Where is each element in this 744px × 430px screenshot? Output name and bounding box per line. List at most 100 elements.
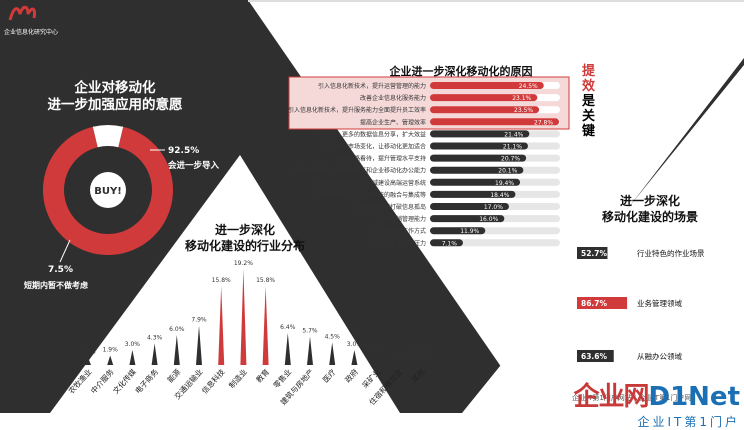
buy-badge-text: BUY! (94, 186, 122, 197)
reasons-side-title: 提效是关键 (582, 64, 602, 139)
industry-value: 4.3% (147, 335, 163, 342)
reason-value: 17.0% (484, 204, 503, 211)
industry-title: 进一步深化 移动化建设的行业分布 (170, 222, 320, 254)
industry-value: 1.5% (80, 349, 96, 356)
scene-title-line1: 进一步深化 (619, 194, 680, 208)
donut-chart: BUY! (43, 125, 174, 263)
donut-minor-label: 短期内暂不做考虑 (24, 281, 88, 290)
industry-value: 3.0% (125, 341, 141, 348)
reason-bar (430, 227, 486, 235)
logo-text: 企业信息化研究中心 (4, 29, 59, 36)
industry-value: 5.7% (302, 328, 318, 335)
scene-label: 行业特色的作业场景 (637, 248, 705, 258)
reason-value: 21.4% (504, 131, 523, 138)
buy-badge (90, 172, 126, 208)
reason-bar (430, 215, 505, 223)
industry-bar (373, 355, 380, 365)
watermark: 企业网D1Net 企业IT第1门户 (573, 376, 740, 430)
reason-value: 19.4% (495, 180, 514, 187)
reason-bar (430, 106, 540, 114)
industry-value: 19.2% (234, 260, 253, 267)
industry-value: 15.8% (212, 277, 231, 284)
industry-bar (329, 342, 336, 365)
scene-bar (577, 247, 608, 259)
industry-bar (196, 325, 202, 365)
side-title-rest2: 关键 (582, 109, 596, 139)
industry-bar (151, 343, 158, 365)
reason-bar (430, 94, 538, 102)
scene-value: 86.7% (581, 299, 608, 308)
side-title-rest1: 是 (582, 94, 596, 109)
industry-value: 6.0% (169, 326, 185, 333)
scene-chart: 52.7% 行业特色的作业场景 86.7% 业务管理领域 63.6% 从融办公领域 (577, 247, 705, 362)
industry-bar (107, 355, 114, 365)
reason-label: 改善企业信息化服务能力 (360, 94, 426, 102)
white-triangle-bottom-right (462, 65, 744, 413)
industry-title-line1: 进一步深化 (214, 223, 275, 237)
industry-value: 15.8% (256, 277, 275, 284)
reason-label: 引入信息化新技术，提升服务能力全面提升员工效率 (288, 106, 426, 114)
industry-bar (262, 286, 269, 365)
reason-label: 提高企业生产、管理效率 (360, 118, 426, 126)
reason-value: 23.1% (512, 95, 531, 102)
industry-value: 1.9% (369, 347, 385, 354)
reason-bar (430, 166, 524, 174)
scene-value: 52.7% (581, 249, 608, 258)
reason-value: 21.1% (503, 144, 522, 151)
reason-value: 27.8% (534, 119, 553, 126)
left-panel-title: 企业对移动化 进一步加强应用的意愿 (20, 80, 210, 114)
industry-bar (395, 361, 402, 365)
reason-value: 23.5% (514, 107, 533, 114)
watermark-sub: 企业IT第1门户网站 | 企业IT第1门户网 (572, 394, 692, 402)
infographic-canvas: BUY! 引入信息化新技术，提升运营管理的能力 24.5% 改善企业信息化服务能力 2… (0, 0, 744, 413)
left-title-line1: 企业对移动化 (74, 80, 156, 96)
industry-bar (129, 350, 136, 365)
industry-value: 6.4% (280, 324, 296, 331)
reason-bar (430, 190, 516, 198)
reason-bar (430, 130, 530, 138)
industry-bar (284, 333, 291, 365)
donut-major-label: 会进一步导入 (168, 161, 220, 171)
industry-bar (240, 269, 247, 365)
reason-bar (430, 154, 527, 162)
industry-bar (173, 335, 180, 365)
industry-value: 7.9% (191, 317, 207, 324)
reason-value: 20.1% (498, 168, 517, 175)
reason-label: 为了满足市场变化，让移动化更加适合 (324, 143, 426, 151)
industry-value: 1.9% (103, 347, 119, 354)
scene-title: 进一步深化 移动化建设的场景 (575, 193, 725, 225)
donut-slice (43, 126, 174, 255)
logo-icon (8, 5, 36, 21)
reason-value: 18.4% (490, 192, 509, 199)
reason-label: 行业竞争对手的压力 (372, 239, 426, 247)
reason-bar (430, 82, 544, 89)
left-title-line2: 进一步加强应用的意愿 (47, 97, 183, 113)
scene-label: 业务管理领域 (637, 298, 682, 308)
reason-bar (430, 178, 521, 186)
industry-bar (418, 357, 424, 365)
reason-label: 借助移动化提升业务系统的融合与集成等 (318, 191, 426, 199)
industry-title-line2: 移动化建设的行业分布 (184, 239, 305, 253)
donut-major-pct: 92.5% (168, 146, 200, 156)
industry-value: 0.8% (391, 352, 407, 359)
industry-bar (218, 286, 225, 365)
reason-bar (430, 118, 560, 126)
reasons-title: 企业进一步深化移动化的原因 (389, 65, 533, 78)
reason-value: 20.7% (501, 156, 520, 163)
industry-value: 4.5% (325, 334, 341, 341)
reason-bar (430, 239, 463, 247)
scene-bar (577, 297, 628, 309)
reason-label: 引入信息化新技术，提升运营管理的能力 (318, 82, 426, 90)
reason-value: 24.5% (519, 83, 538, 90)
reason-label: 让业务运营工作方式 (372, 227, 426, 235)
reason-bar (430, 142, 528, 150)
reason-label: 比较战略看待，提升管理水平支持 (336, 155, 426, 163)
reason-value: 7.1% (442, 240, 458, 247)
minor-leader-line (59, 239, 71, 263)
reasons-chart: 引入信息化新技术，提升运营管理的能力 24.5% 改善企业信息化服务能力 23.1% 引… (288, 82, 560, 247)
reason-value: 16.0% (479, 216, 498, 223)
donut-slice (92, 125, 124, 148)
industry-bar (351, 350, 358, 365)
scene-bar (577, 350, 614, 362)
watermark-tagline: 企业IT第1门户 (637, 415, 740, 429)
